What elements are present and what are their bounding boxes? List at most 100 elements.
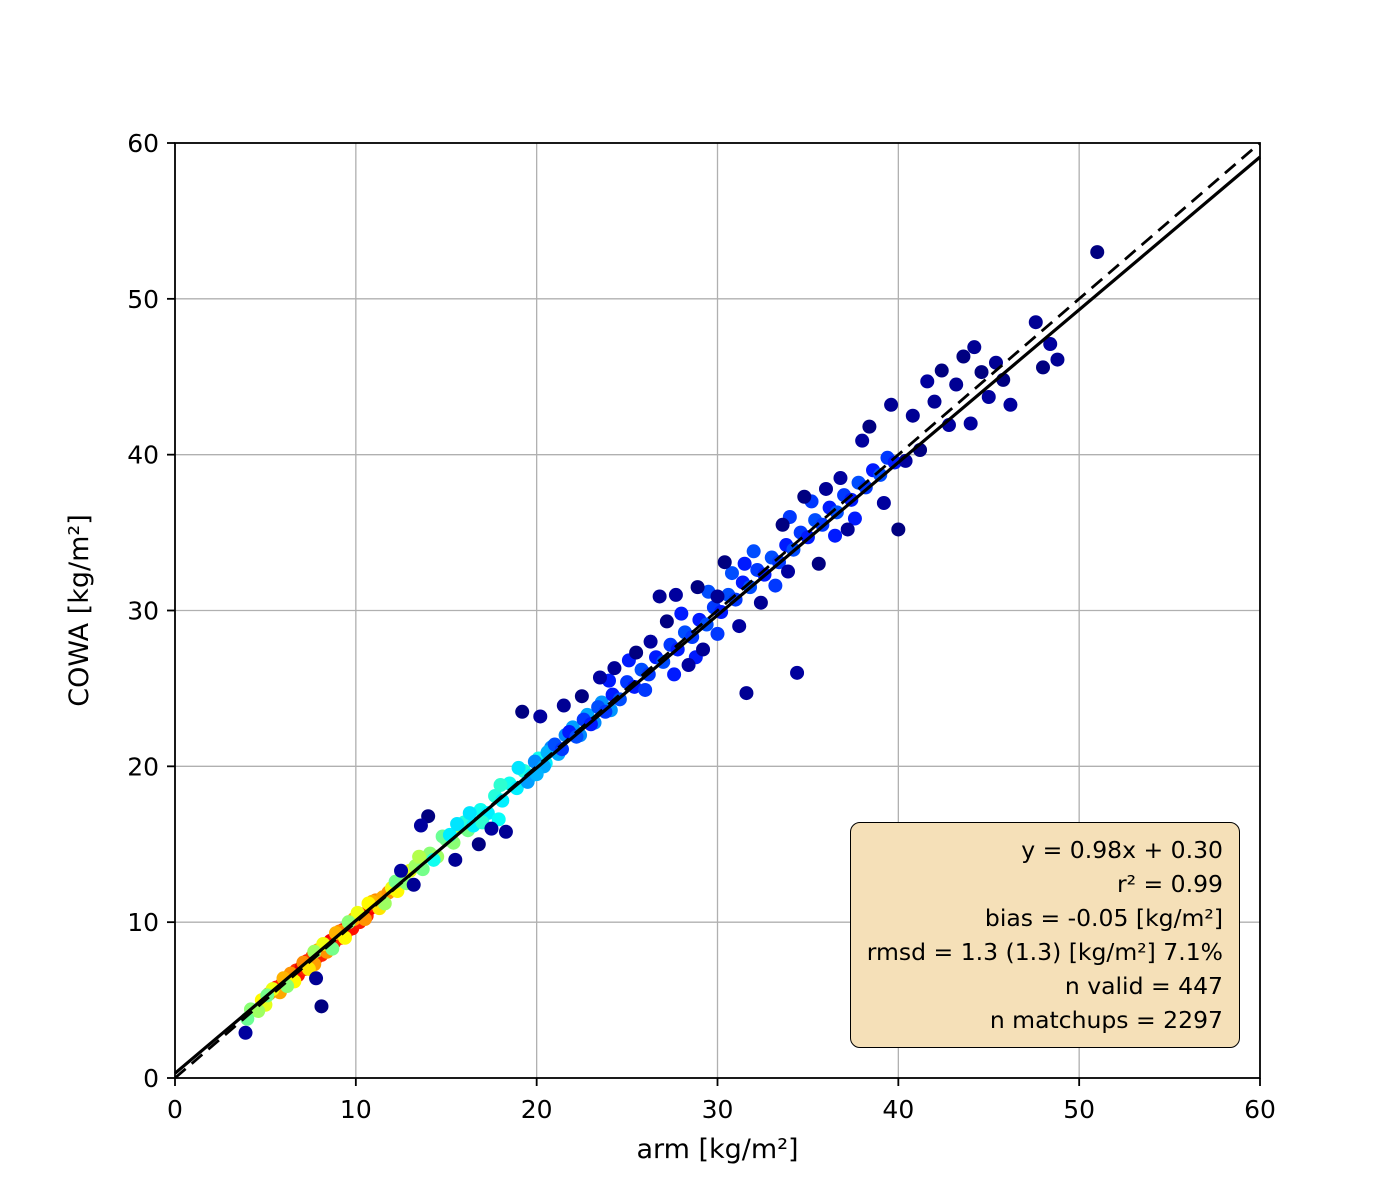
regression-line bbox=[173, 155, 1262, 1075]
data-point bbox=[884, 397, 899, 412]
data-point bbox=[309, 971, 324, 986]
y-axis-label: COWA [kg/m²] bbox=[64, 514, 95, 706]
data-point bbox=[493, 778, 508, 793]
data-point bbox=[607, 661, 622, 676]
data-point bbox=[450, 816, 465, 831]
x-tick-label: 0 bbox=[167, 1095, 183, 1124]
data-point bbox=[790, 665, 805, 680]
data-point bbox=[905, 408, 920, 423]
data-point bbox=[753, 595, 768, 610]
y-tick-label: 30 bbox=[127, 597, 159, 626]
data-point bbox=[1028, 315, 1043, 330]
data-point bbox=[498, 824, 513, 839]
y-tick-label: 0 bbox=[143, 1064, 159, 1093]
data-point bbox=[1003, 397, 1018, 412]
data-point bbox=[949, 377, 964, 392]
data-point bbox=[1036, 360, 1050, 375]
data-point bbox=[629, 645, 644, 660]
data-point bbox=[732, 619, 747, 634]
data-point bbox=[515, 704, 530, 719]
data-point bbox=[737, 556, 752, 571]
stats-line-bias: bias = -0.05 [kg/m²] bbox=[984, 904, 1223, 932]
data-point bbox=[710, 626, 725, 641]
stats-box: y = 0.98x + 0.30 r² = 0.99 bias = -0.05 … bbox=[849, 822, 1240, 1048]
data-point bbox=[674, 606, 689, 621]
data-point bbox=[828, 528, 843, 543]
data-point bbox=[811, 556, 826, 571]
identity-line bbox=[174, 141, 1261, 1080]
data-point bbox=[638, 682, 653, 697]
y-tick-label: 10 bbox=[127, 908, 159, 937]
data-point bbox=[696, 642, 711, 657]
data-point bbox=[781, 564, 796, 579]
data-point bbox=[471, 837, 486, 852]
stats-line-equation: y = 0.98x + 0.30 bbox=[1021, 836, 1223, 864]
data-point bbox=[934, 363, 949, 378]
data-point bbox=[920, 374, 935, 389]
data-point bbox=[746, 544, 761, 559]
data-point bbox=[876, 495, 891, 510]
data-point bbox=[967, 340, 982, 355]
data-point bbox=[448, 852, 463, 867]
data-point bbox=[484, 821, 499, 836]
data-point bbox=[394, 863, 409, 878]
data-point bbox=[974, 365, 989, 380]
data-point bbox=[981, 390, 996, 405]
data-point bbox=[1043, 337, 1058, 352]
data-point bbox=[775, 517, 790, 532]
data-point bbox=[819, 481, 833, 496]
data-point bbox=[739, 686, 754, 701]
data-point bbox=[724, 566, 739, 581]
data-point bbox=[681, 658, 696, 673]
data-point bbox=[855, 433, 870, 448]
data-point bbox=[556, 698, 571, 713]
stats-line-rmsd: rmsd = 1.3 (1.3) [kg/m²] 7.1% bbox=[866, 938, 1223, 966]
y-tick-label: 20 bbox=[127, 752, 159, 781]
data-point bbox=[238, 1025, 253, 1040]
data-point bbox=[413, 818, 428, 833]
data-point bbox=[847, 511, 862, 526]
data-point bbox=[1090, 245, 1105, 260]
data-point bbox=[963, 416, 978, 431]
data-point bbox=[768, 578, 783, 593]
data-point bbox=[840, 522, 855, 537]
data-point bbox=[314, 999, 329, 1014]
data-point bbox=[668, 587, 683, 602]
data-point bbox=[462, 806, 477, 821]
y-tick-label: 40 bbox=[127, 441, 159, 470]
data-point bbox=[956, 349, 971, 364]
stats-line-nvalid: n valid = 447 bbox=[1064, 972, 1223, 1000]
x-axis-label: arm [kg/m²] bbox=[636, 1134, 798, 1165]
data-point bbox=[667, 667, 682, 682]
data-point bbox=[891, 522, 906, 537]
data-point bbox=[643, 634, 658, 649]
data-point bbox=[511, 760, 526, 775]
stats-line-nmatchups: n matchups = 2297 bbox=[989, 1006, 1223, 1034]
x-tick-label: 60 bbox=[1244, 1095, 1276, 1124]
data-point bbox=[927, 394, 942, 409]
data-point bbox=[652, 589, 667, 604]
data-point bbox=[592, 670, 607, 685]
data-point bbox=[710, 589, 725, 604]
data-point bbox=[797, 489, 812, 504]
x-tick-label: 20 bbox=[521, 1095, 553, 1124]
x-tick-label: 40 bbox=[882, 1095, 914, 1124]
data-point bbox=[862, 419, 877, 434]
stats-line-r2: r² = 0.99 bbox=[1116, 870, 1223, 898]
x-tick-label: 10 bbox=[340, 1095, 372, 1124]
data-point bbox=[533, 709, 548, 724]
data-point bbox=[406, 877, 421, 892]
data-point bbox=[659, 614, 674, 629]
data-point bbox=[1050, 352, 1065, 367]
x-tick-label: 50 bbox=[1063, 1095, 1095, 1124]
y-tick-label: 50 bbox=[127, 285, 159, 314]
data-point bbox=[717, 555, 732, 570]
y-tick-label: 60 bbox=[127, 129, 159, 158]
data-point bbox=[412, 849, 427, 864]
data-point bbox=[574, 689, 589, 704]
data-point bbox=[690, 580, 705, 595]
data-point bbox=[833, 471, 848, 486]
x-tick-label: 30 bbox=[702, 1095, 734, 1124]
